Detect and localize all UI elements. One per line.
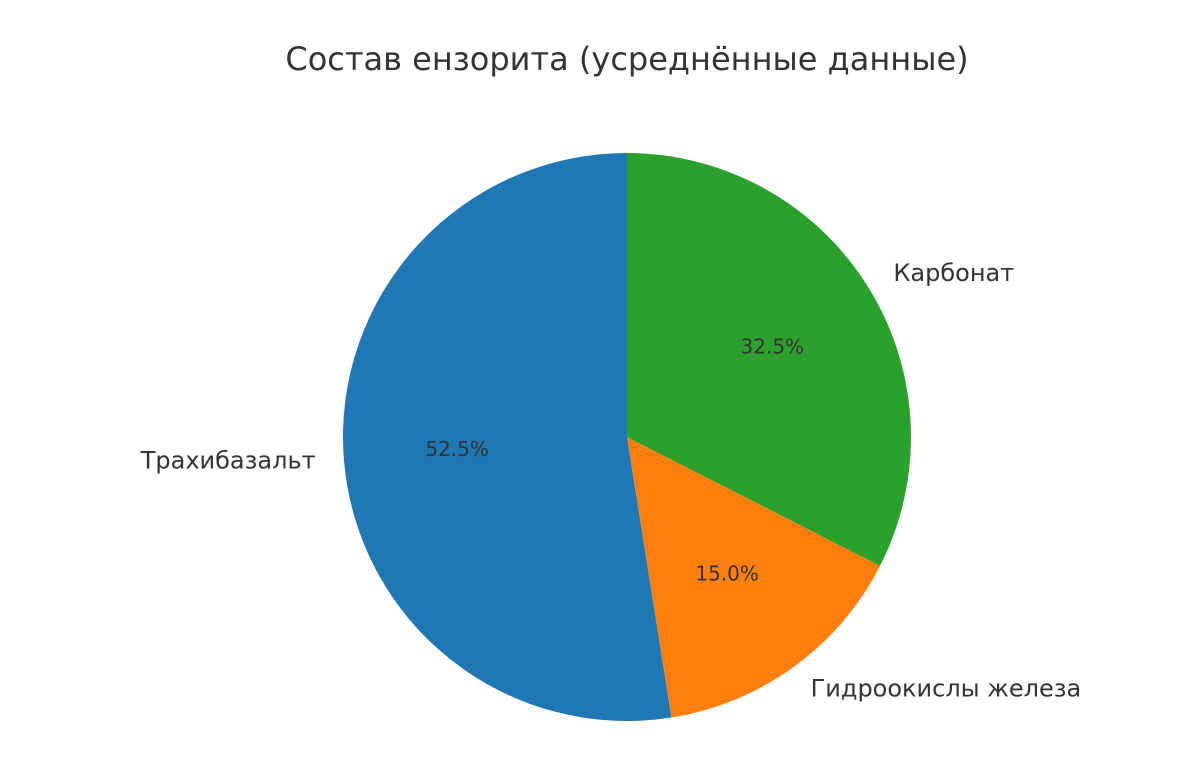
pie-slice-2 xyxy=(627,437,881,718)
slice-label-1: Трахибазальт xyxy=(140,447,316,475)
slice-pct-label-2: 15.0% xyxy=(695,561,759,585)
slice-pct-label-1: 52.5% xyxy=(425,437,489,461)
chart-title: Состав ензорита (усреднённые данные) xyxy=(285,40,968,78)
slice-label-2: Гидроокислы железа xyxy=(811,675,1082,703)
slice-pct-label-3: 32.5% xyxy=(741,334,805,358)
slice-label-3: Карбонат xyxy=(893,259,1014,287)
pie-slice-1 xyxy=(342,152,672,721)
pie-slices xyxy=(342,152,911,721)
pie-slice-3 xyxy=(627,153,911,566)
pie-labels: Трахибазальт 52.5% Гидроокислы железа 15.0%… xyxy=(140,259,1082,703)
